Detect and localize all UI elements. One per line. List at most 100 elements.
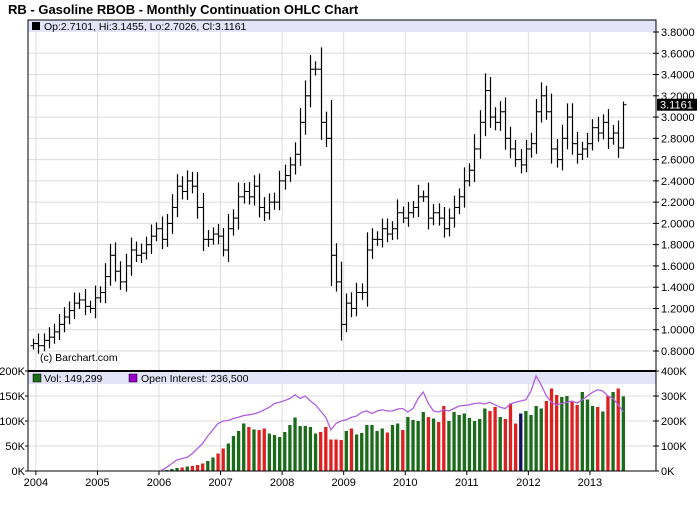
volume-bar: [175, 468, 179, 471]
ohlc-bar: [194, 172, 201, 219]
oi-tick-label: 300K: [661, 391, 687, 403]
ohlc-bar: [225, 213, 232, 262]
volume-bar: [426, 417, 431, 471]
volume-bar: [442, 406, 446, 471]
volume-bar: [621, 396, 625, 471]
volume-bar: [575, 405, 579, 471]
ohlc-bar: [559, 124, 566, 171]
volume-bar: [190, 466, 195, 471]
volume-bar: [580, 392, 584, 471]
ohlc-bar: [164, 214, 171, 247]
volume-bar: [354, 434, 359, 471]
ohlc-bar: [512, 139, 519, 167]
volume-bar: [267, 433, 272, 471]
ohlc-bar: [179, 176, 186, 200]
ohlc-bar: [410, 201, 417, 218]
ohlc-bar: [446, 208, 453, 237]
volume-bar: [349, 428, 354, 471]
price-tick-label: 1.8000: [661, 240, 695, 252]
price-legend-band: [28, 20, 656, 32]
volume-bar: [467, 418, 472, 471]
volume-bar: [493, 407, 497, 471]
volume-bar: [360, 433, 364, 471]
volume-bar: [324, 427, 328, 471]
ohlc-bar: [487, 77, 494, 128]
price-tick-label: 0.8000: [661, 346, 695, 358]
volume-bar: [498, 417, 502, 471]
volume-legend-band: [28, 372, 656, 384]
oi-legend-swatch: [128, 373, 138, 383]
oi-tick-label: 100K: [661, 441, 687, 453]
volume-bar: [303, 426, 307, 471]
volume-bar: [431, 418, 436, 471]
ohlc-bar: [369, 228, 376, 259]
volume-bar: [365, 425, 369, 471]
oi-tick-label: 0K: [661, 466, 675, 478]
ohlc-bar: [538, 82, 545, 123]
ohlc-bar: [615, 120, 622, 158]
ohlc-bar: [287, 157, 294, 182]
chart-title: RB - Gasoline RBOB - Monthly Continuatio…: [8, 2, 359, 17]
ohlc-bar: [492, 107, 499, 131]
ohlc-bar: [343, 293, 350, 333]
ohlc-bar: [430, 203, 437, 226]
price-tick-label: 1.4000: [661, 282, 695, 294]
ohlc-bar: [282, 164, 289, 190]
price-tick-label: 2.6000: [661, 155, 695, 167]
ohlc-bar: [451, 195, 458, 228]
ohlc-bar: [169, 194, 176, 234]
volume-bar: [390, 425, 395, 471]
volume-bar: [395, 423, 400, 471]
plot-frame: [27, 19, 657, 472]
ohlc-bar: [107, 243, 114, 286]
ohlc-bar: [564, 103, 571, 150]
ohlc-bar: [276, 170, 283, 211]
volume-bar: [180, 467, 184, 471]
volume-bar: [170, 469, 174, 471]
volume-bar: [560, 397, 564, 471]
volume-legend-swatch: [32, 373, 42, 383]
volume-bar: [508, 403, 513, 471]
ohlc-bar: [292, 142, 299, 175]
ohlc-bar: [364, 232, 371, 307]
ohlc-bar: [35, 333, 42, 354]
ohlc-bar: [87, 300, 94, 313]
volume-bar: [252, 429, 256, 471]
volume-bar: [606, 396, 610, 471]
ohlc-bar: [143, 236, 150, 260]
price-legend-swatch: [32, 22, 40, 30]
volume-tick-label: 0K: [12, 466, 26, 478]
volume-tick-label: 100K: [0, 416, 26, 428]
ohlc-bar: [184, 170, 191, 200]
volume-bar: [585, 399, 590, 471]
year-label: 2010: [393, 477, 417, 489]
volume-bar: [242, 423, 246, 471]
volume-bar: [380, 428, 384, 471]
volume-bar: [539, 408, 543, 471]
volume-bar: [529, 415, 533, 471]
ohlc-bar: [189, 171, 196, 194]
year-label: 2006: [147, 477, 171, 489]
volume-bar: [437, 422, 441, 471]
ohlc-bar: [66, 301, 73, 325]
volume-bar: [534, 406, 538, 471]
price-tick-label: 2.2000: [661, 197, 695, 209]
ohlc-bar: [579, 141, 586, 161]
volume-bar: [319, 432, 323, 471]
ohlc-bar: [548, 93, 555, 164]
ohlc-bar: [200, 192, 207, 251]
year-label: 2008: [270, 477, 294, 489]
volume-bar: [590, 406, 595, 471]
volume-bar: [221, 448, 225, 471]
volume-bar: [472, 421, 477, 471]
volume-bar: [513, 423, 518, 471]
volume-bar: [596, 407, 600, 471]
volume-tick-label: 150K: [0, 391, 26, 403]
ohlc-bar: [394, 199, 401, 240]
ohlc-bar: [471, 134, 478, 183]
volume-bar: [216, 453, 220, 471]
ohlc-bar: [318, 47, 325, 140]
ohlc-bar: [102, 263, 109, 304]
last-price-label: 3.1161: [660, 100, 693, 112]
